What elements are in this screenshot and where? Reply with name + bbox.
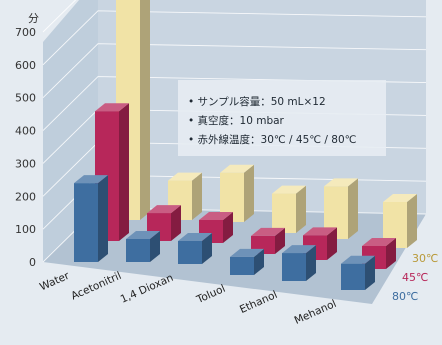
bar-toluol-30c: [272, 185, 306, 233]
annotation-box: • サンプル容量：50 mL×12 • 真空度：10 mbar • 赤外線温度：…: [178, 80, 386, 156]
annotation-sample-volume: • サンプル容量：50 mL×12: [188, 96, 326, 108]
bar-1-4-dioxan-80c: [178, 233, 212, 264]
legend-item: 80℃: [392, 290, 418, 303]
bar-toluol-80c: [230, 248, 264, 275]
bar-acetonitril-80c: [126, 231, 160, 262]
bar-ethanol-80c: [282, 245, 316, 281]
y-tick-label: 0: [29, 256, 36, 269]
gridline: [42, 43, 427, 99]
y-tick-label: 300: [15, 157, 36, 170]
y-unit-label: 分: [28, 12, 39, 25]
annotation-ir-temperature: • 赤外線温度：30℃ / 45℃ / 80℃: [188, 134, 357, 146]
y-tick-label: 400: [15, 125, 36, 138]
y-tick-label: 100: [15, 223, 36, 236]
y-tick-label: 700: [15, 26, 36, 39]
y-tick-label: 200: [15, 190, 36, 203]
legend-item: 45℃: [402, 271, 428, 284]
y-tick-label: 600: [15, 59, 36, 72]
legend-item: 30℃: [412, 252, 438, 265]
bar-mehanol-80c: [341, 255, 375, 290]
annotation-vacuum: • 真空度：10 mbar: [188, 115, 284, 127]
gridline: [42, 0, 77, 33]
gridline: [42, 10, 427, 66]
bar-water-80c: [74, 175, 108, 262]
y-tick-label: 500: [15, 92, 36, 105]
